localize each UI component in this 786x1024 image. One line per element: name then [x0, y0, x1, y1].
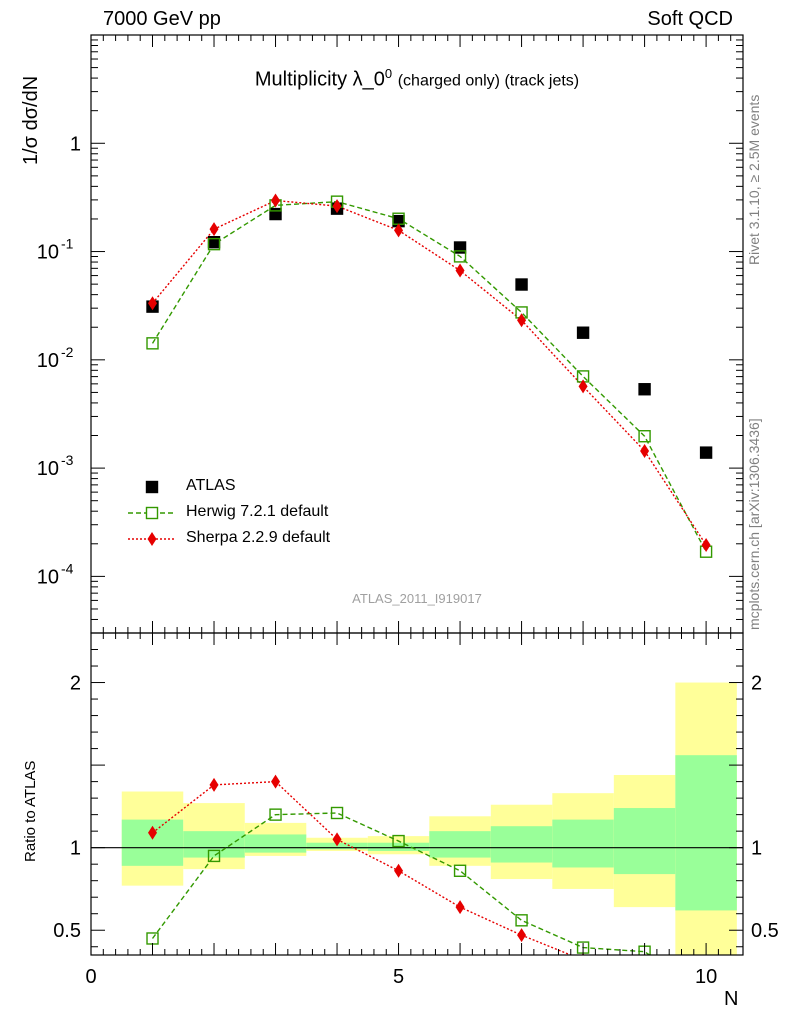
- legend-label-atlas: ATLAS: [186, 477, 236, 494]
- chart-title-suffix: (charged only) (track jets): [397, 72, 580, 90]
- legend-label-sherpa: Sherpa 2.2.9 default: [186, 529, 331, 546]
- sherpa-point: [271, 193, 281, 208]
- legend-marker-sherpa: [147, 532, 157, 546]
- rivet-version-label: Rivet 3.1.10, ≥ 2.5M events: [746, 94, 762, 265]
- main-y-tick-label: 10: [37, 566, 59, 588]
- band-inner-bin: [613, 808, 676, 875]
- main-y-tick-label: 10: [37, 350, 59, 372]
- sherpa-point: [701, 537, 711, 552]
- ratio-panel-series: [146, 774, 712, 998]
- band-inner-bin: [244, 834, 307, 853]
- herwig-line: [151, 200, 707, 553]
- sherpa-ratio-point: [148, 825, 158, 840]
- ratio-clipped-group: [146, 774, 712, 998]
- herwig-ratio-point: [392, 834, 405, 848]
- main-y-tick-exponent: -3: [61, 452, 74, 468]
- herwig-ratio-point: [701, 987, 712, 998]
- sherpa-line: [151, 199, 707, 546]
- legend-markers: [128, 480, 176, 546]
- main-y-tick-label: 10: [37, 458, 59, 480]
- band-inner-bin: [429, 831, 491, 858]
- sherpa-ratio-point: [271, 774, 281, 789]
- herwig-ratio-point: [453, 864, 467, 877]
- sherpa-point: [332, 199, 342, 214]
- band-inner-bin: [675, 755, 737, 911]
- sherpa-point: [209, 222, 219, 237]
- sherpa-point: [394, 223, 404, 238]
- main-y-tick-label: 10: [37, 242, 59, 264]
- ratio-y-tick-label-left: 2: [70, 673, 81, 695]
- atlas-point: [576, 326, 590, 339]
- header-energy-label: 7000 GeV pp: [103, 8, 221, 30]
- legend-label-herwig: Herwig 7.2.1 default: [186, 503, 329, 520]
- x-tick-label: 10: [695, 966, 717, 988]
- herwig-ratio-point: [207, 849, 221, 863]
- sherpa-ratio-line: [152, 780, 573, 955]
- main-y-tick-exponent: -4: [61, 560, 74, 576]
- herwig-point: [146, 337, 159, 350]
- sherpa-point: [455, 263, 465, 278]
- herwig-ratio-point: [515, 914, 528, 927]
- sherpa-ratio-point: [394, 863, 404, 878]
- main-panel-series: [146, 193, 713, 558]
- x-axis-label: N: [724, 988, 739, 1010]
- ratio-y-axis-label: Ratio to ATLAS: [22, 760, 39, 862]
- atlas-point: [638, 383, 651, 396]
- analysis-id-label: ATLAS_2011_I919017: [352, 591, 482, 606]
- sherpa-point: [578, 379, 588, 394]
- sherpa-point: [148, 296, 158, 311]
- legend-marker-herwig: [145, 506, 159, 520]
- sherpa-ratio-point: [455, 900, 465, 915]
- herwig-ratio-line: [151, 812, 651, 955]
- header-category-label: Soft QCD: [647, 8, 733, 30]
- chart-title: Multiplicity λ_00 (charged only) (track …: [91, 66, 743, 92]
- band-inner-bin: [490, 826, 553, 863]
- sherpa-point: [517, 313, 527, 328]
- ratio-y-tick-label-right: 2: [751, 673, 762, 695]
- sherpa-point: [640, 443, 650, 458]
- ratio-panel-frame: [90, 632, 744, 956]
- sherpa-ratio-point: [517, 928, 527, 943]
- main-y-tick-exponent: -2: [61, 344, 74, 360]
- ratio-y-tick-label-right: 0.5: [751, 920, 779, 942]
- herwig-point: [638, 430, 651, 443]
- mcplots-reference-label: mcplots.cern.ch [arXiv:1306.3436]: [746, 418, 762, 630]
- x-tick-label: 0: [85, 966, 96, 988]
- atlas-point: [515, 278, 528, 291]
- ratio-y-tick-label-left: 0.5: [53, 920, 81, 942]
- band-inner-bin: [183, 831, 245, 858]
- sherpa-ratio-point: [640, 961, 649, 975]
- ratio-y-tick-label-left: 1: [70, 838, 81, 860]
- herwig-point: [453, 250, 467, 263]
- atlas-point: [699, 446, 713, 459]
- sherpa-ratio-point: [209, 777, 219, 792]
- ratio-uncertainty-bands: [121, 682, 737, 955]
- herwig-point: [207, 237, 221, 251]
- sherpa-ratio-point: [332, 832, 342, 847]
- main-y-tick-exponent: -1: [61, 236, 74, 252]
- main-y-axis-label: 1/σ dσ/dN: [20, 75, 42, 165]
- band-inner-bin: [552, 819, 614, 868]
- atlas-point: [269, 207, 282, 221]
- x-tick-label: 5: [393, 966, 404, 988]
- ratio-y-tick-label-right: 1: [751, 838, 762, 860]
- herwig-ratio-point: [330, 806, 344, 820]
- legend-marker-atlas: [145, 480, 159, 494]
- atlas-point: [453, 241, 467, 254]
- herwig-ratio-point: [269, 808, 282, 821]
- chart-title-main: Multiplicity λ_0: [254, 68, 385, 91]
- main-y-tick-label: 1: [70, 133, 81, 155]
- chart-title-superscript: 0: [384, 66, 393, 81]
